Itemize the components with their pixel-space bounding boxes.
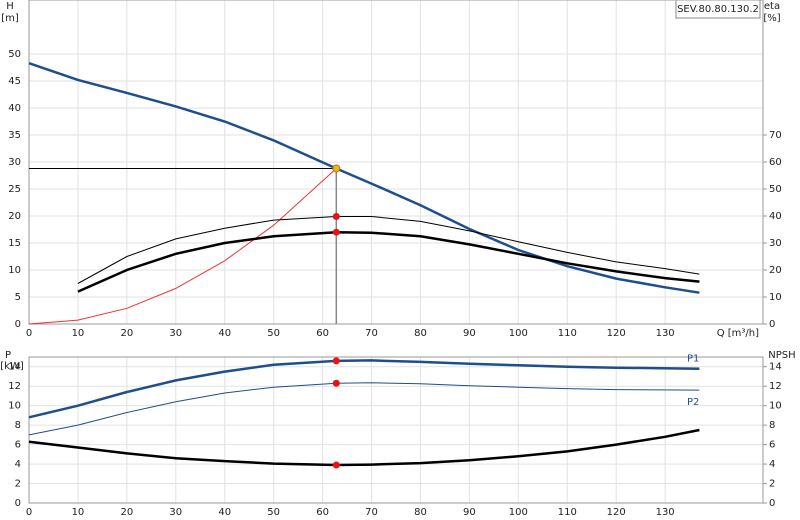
x-tick-label: 70 bbox=[365, 507, 378, 518]
y2-axis-label: eta bbox=[764, 1, 780, 12]
y-tick-label: 25 bbox=[8, 184, 21, 195]
y2-tick-label: 70 bbox=[769, 130, 782, 141]
y2-axis-label: NPSH bbox=[768, 350, 795, 361]
series-line bbox=[28, 428, 700, 467]
y-tick-label: 5 bbox=[15, 292, 21, 303]
x-axis-label: Q [m³/h] bbox=[717, 328, 759, 339]
x-tick-label: 0 bbox=[26, 328, 32, 339]
x-tick-label: 40 bbox=[218, 328, 231, 339]
x-tick-label: 60 bbox=[316, 507, 329, 518]
y2-tick-label: 50 bbox=[769, 184, 782, 195]
y-tick-label: 4 bbox=[15, 459, 21, 470]
series-line bbox=[28, 168, 337, 325]
model-box bbox=[675, 0, 761, 19]
x-tick-label: 70 bbox=[365, 328, 378, 339]
x-tick-label: 60 bbox=[316, 328, 329, 339]
y-tick-label: 0 bbox=[15, 498, 21, 509]
y-tick-label: 6 bbox=[15, 440, 21, 451]
x-tick-label: 20 bbox=[120, 328, 133, 339]
y-tick-label: 10 bbox=[8, 265, 21, 276]
x-tick-label: 110 bbox=[558, 507, 577, 518]
y-tick-label: 30 bbox=[8, 157, 21, 168]
duty-marker bbox=[332, 228, 340, 236]
y2-tick-label: 4 bbox=[769, 459, 775, 470]
y2-axis-unit: [%] bbox=[763, 13, 780, 24]
y2-tick-label: 40 bbox=[769, 211, 782, 222]
x-tick-label: 130 bbox=[656, 328, 675, 339]
y-tick-label: 15 bbox=[8, 238, 21, 249]
x-tick-label: 120 bbox=[607, 328, 626, 339]
series-line bbox=[28, 359, 700, 419]
x-tick-label: 10 bbox=[72, 328, 85, 339]
y2-tick-label: 14 bbox=[769, 362, 782, 373]
x-tick-label: 40 bbox=[218, 507, 231, 518]
y-tick-label: 14 bbox=[8, 362, 21, 373]
y-axis-label: P bbox=[5, 350, 11, 361]
x-tick-label: 90 bbox=[463, 507, 476, 518]
y-axis-unit: [kW] bbox=[0, 361, 24, 372]
x-tick-label: 30 bbox=[169, 507, 182, 518]
plot-frame bbox=[28, 356, 764, 504]
y-axis-label: H bbox=[6, 1, 14, 12]
y2-tick-label: 10 bbox=[769, 292, 782, 303]
x-tick-label: 50 bbox=[267, 328, 280, 339]
y2-tick-label: 10 bbox=[769, 401, 782, 412]
x-tick-label: 10 bbox=[72, 507, 85, 518]
x-tick-label: 50 bbox=[267, 507, 280, 518]
x-tick-label: 80 bbox=[414, 328, 427, 339]
series-line bbox=[77, 230, 700, 293]
x-tick-label: 110 bbox=[558, 328, 577, 339]
duty-marker bbox=[332, 213, 340, 221]
y2-tick-label: 0 bbox=[769, 498, 775, 509]
y2-tick-label: 0 bbox=[769, 319, 775, 330]
y-tick-label: 20 bbox=[8, 211, 21, 222]
duty-marker bbox=[332, 379, 340, 387]
duty-marker bbox=[332, 461, 340, 469]
y-tick-label: 40 bbox=[8, 103, 21, 114]
y-tick-label: 45 bbox=[8, 76, 21, 87]
x-tick-label: 120 bbox=[607, 507, 626, 518]
y-tick-label: 12 bbox=[8, 381, 21, 392]
y-tick-label: 50 bbox=[8, 49, 21, 60]
x-tick-label: 90 bbox=[463, 328, 476, 339]
series-line bbox=[77, 216, 700, 284]
y-tick-label: 10 bbox=[8, 401, 21, 412]
y2-tick-label: 8 bbox=[769, 420, 775, 431]
x-tick-label: 80 bbox=[414, 507, 427, 518]
y2-tick-label: 20 bbox=[769, 265, 782, 276]
y-tick-label: 35 bbox=[8, 130, 21, 141]
series-label: P2 bbox=[687, 397, 699, 408]
series-line bbox=[28, 382, 700, 436]
duty-marker bbox=[332, 164, 341, 173]
x-tick-label: 20 bbox=[120, 507, 133, 518]
y-tick-label: 8 bbox=[15, 420, 21, 431]
duty-marker bbox=[332, 357, 340, 365]
x-tick-label: 30 bbox=[169, 328, 182, 339]
y2-tick-label: 6 bbox=[769, 440, 775, 451]
x-tick-label: 100 bbox=[509, 507, 528, 518]
model-label: SEV.80.80.130.2 bbox=[677, 4, 759, 15]
x-tick-label: 130 bbox=[656, 507, 675, 518]
series-line bbox=[28, 62, 700, 294]
y-tick-label: 2 bbox=[15, 479, 21, 490]
y2-tick-label: 60 bbox=[769, 157, 782, 168]
y2-tick-label: 2 bbox=[769, 479, 775, 490]
y2-tick-label: 30 bbox=[769, 238, 782, 249]
y-axis-unit: [m] bbox=[1, 13, 19, 24]
x-tick-label: 0 bbox=[26, 507, 32, 518]
y-tick-label: 0 bbox=[15, 319, 21, 330]
y2-tick-label: 12 bbox=[769, 381, 782, 392]
series-label: P1 bbox=[687, 354, 699, 365]
x-tick-label: 100 bbox=[509, 328, 528, 339]
